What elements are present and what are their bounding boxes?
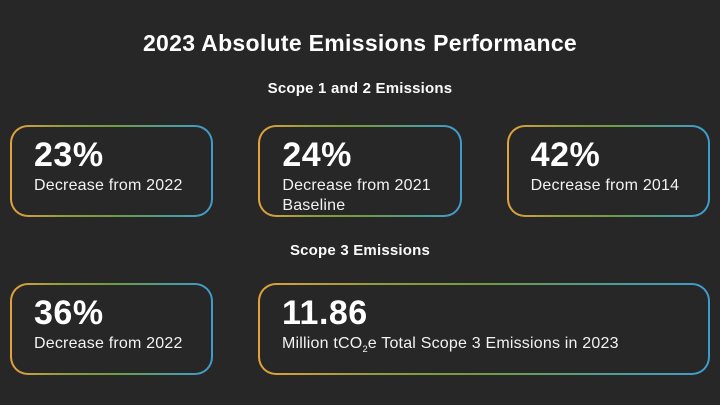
stat-card-scope12-decrease-2022: 23% Decrease from 2022 bbox=[10, 125, 214, 217]
stat-value: 23% bbox=[34, 136, 104, 174]
stat-description: Decrease from 2021 Baseline bbox=[282, 177, 431, 214]
scope-3-cards-row: 36% Decrease from 2022 11.86 Million tCO… bbox=[0, 283, 720, 375]
stat-value: 24% bbox=[282, 136, 352, 174]
section-label-scope-1-2: Scope 1 and 2 Emissions bbox=[267, 80, 453, 97]
page-title: 2023 Absolute Emissions Performance bbox=[142, 30, 578, 56]
stat-card-scope12-decrease-2021-baseline: 24% Decrease from 2021 Baseline bbox=[258, 125, 462, 217]
stat-description: Million tCO2e Total Scope 3 Emissions in… bbox=[282, 335, 619, 355]
stat-card-scope3-decrease-2022: 36% Decrease from 2022 bbox=[10, 283, 213, 375]
stat-description: Decrease from 2022 bbox=[34, 177, 183, 194]
stat-card-scope12-decrease-2014: 42% Decrease from 2014 bbox=[506, 125, 710, 217]
co2-subscript: 2 bbox=[362, 344, 368, 355]
stat-card-scope3-total: 11.86 Million tCO2e Total Scope 3 Emissi… bbox=[258, 283, 710, 375]
stat-description: Decrease from 2014 bbox=[530, 177, 680, 194]
stat-value: 42% bbox=[530, 136, 601, 174]
section-label-scope-3: Scope 3 Emissions bbox=[289, 242, 431, 259]
stat-value: 36% bbox=[34, 294, 104, 332]
stat-value: 11.86 bbox=[282, 294, 368, 332]
scope-1-2-cards-row: 23% Decrease from 2022 24% Decrease from… bbox=[0, 125, 720, 217]
stat-description: Decrease from 2022 bbox=[34, 335, 183, 352]
